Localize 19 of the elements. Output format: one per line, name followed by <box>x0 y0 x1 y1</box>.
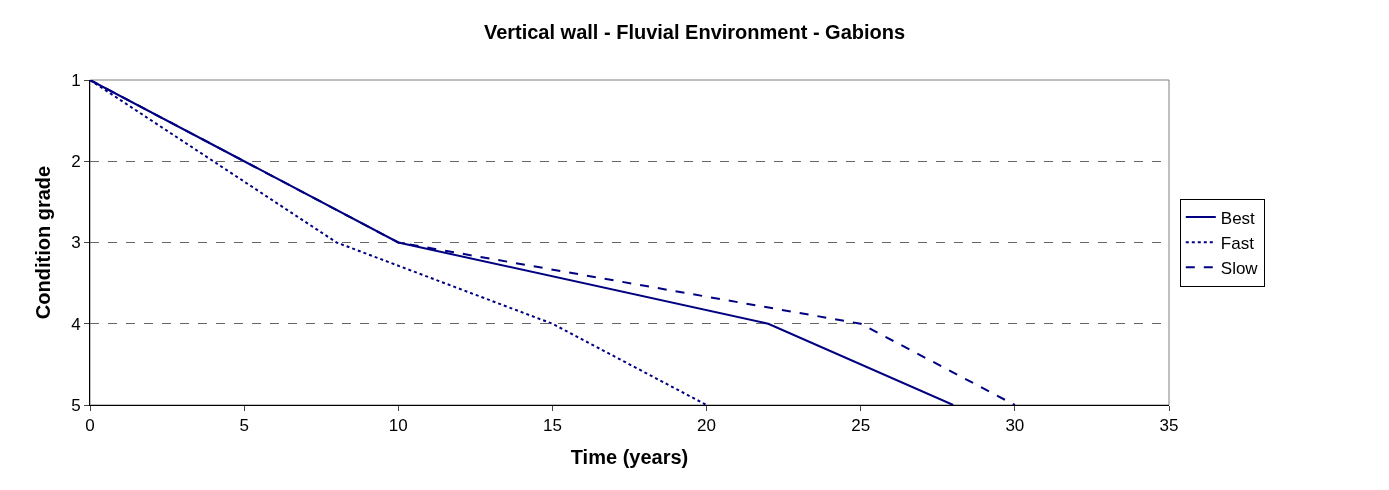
x-tick-label: 0 <box>85 416 95 436</box>
y-tick-label: 2 <box>71 152 81 172</box>
x-tick-label: 20 <box>697 416 717 436</box>
y-tick-label: 1 <box>71 70 81 90</box>
legend-label: Best <box>1220 208 1256 228</box>
x-tick-label: 15 <box>542 416 562 436</box>
legend-label: Slow <box>1220 258 1259 278</box>
x-tick-label: 35 <box>1159 416 1179 436</box>
x-tick-label: 10 <box>388 416 408 436</box>
x-tick-label: 25 <box>851 416 871 436</box>
y-tick-label: 4 <box>71 314 81 334</box>
y-tick-label: 5 <box>71 395 81 415</box>
x-tick-label: 30 <box>1005 416 1025 436</box>
legend-label: Fast <box>1220 233 1255 253</box>
y-axis-title: Condition grade <box>31 165 54 320</box>
chart-title: Vertical wall - Fluvial Environment - Gabions <box>483 20 906 43</box>
y-tick-label: 3 <box>71 233 81 253</box>
x-axis-title: Time (years) <box>570 445 689 468</box>
x-tick-label: 5 <box>239 416 249 436</box>
